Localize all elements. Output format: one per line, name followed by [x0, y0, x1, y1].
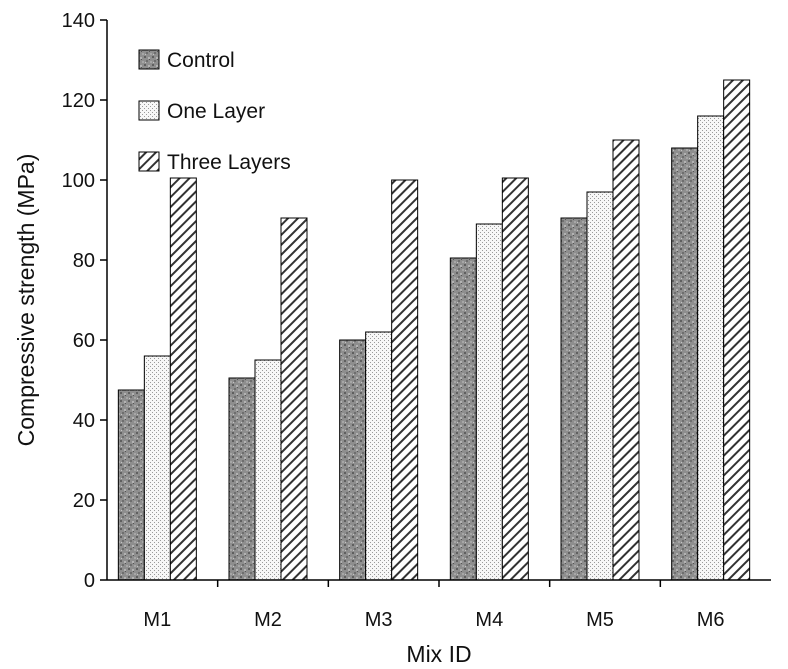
bar-control-m4 — [449, 257, 477, 581]
y-tick-label: 80 — [73, 250, 95, 272]
y-tick-label: 20 — [73, 490, 95, 512]
y-tick-labels: 0 20 40 60 80 100 120 140 — [62, 10, 107, 592]
y-tick-label: 0 — [84, 570, 95, 592]
bar-one-layer-m4 — [475, 223, 503, 581]
x-tick-label: M2 — [254, 609, 282, 631]
legend-swatch — [138, 151, 160, 172]
bar-three-layers-m1 — [169, 177, 197, 581]
bar-one-layer-m6 — [697, 115, 725, 581]
x-tick-label: M4 — [475, 609, 503, 631]
bar-three-layers-m5 — [612, 139, 640, 581]
bar-control-m3 — [339, 339, 367, 581]
legend-swatch — [138, 100, 160, 121]
legend-label: Control — [167, 49, 235, 72]
y-axis: 0 20 40 60 80 100 120 140 Compressive strength … — [13, 10, 108, 592]
bar-control-m6 — [671, 147, 699, 581]
legend-swatch — [138, 49, 160, 70]
plot-area — [117, 79, 751, 581]
x-tick-label: M5 — [586, 609, 614, 631]
legend-label: Three Layers — [167, 151, 291, 174]
bar-three-layers-m2 — [280, 217, 308, 581]
y-tick-label: 40 — [73, 410, 95, 432]
bar-one-layer-m2 — [254, 359, 282, 581]
x-axis: M1 M2 M3 M4 M5 M6 Mix ID — [107, 579, 771, 667]
y-tick-label: 140 — [62, 10, 95, 32]
x-tick-label: M3 — [365, 609, 393, 631]
bar-three-layers-m3 — [391, 179, 419, 581]
bar-one-layer-m3 — [365, 331, 393, 581]
y-tick-label: 100 — [62, 170, 95, 192]
bar-control-m5 — [560, 217, 588, 581]
y-axis-title: Compressive strength (MPa) — [13, 154, 39, 447]
x-tick-label: M6 — [697, 609, 725, 631]
bar-control-m2 — [228, 377, 256, 581]
bar-one-layer-m5 — [586, 191, 614, 581]
legend-label: One Layer — [167, 100, 265, 123]
y-tick-label: 120 — [62, 90, 95, 112]
x-tick-labels: M1 M2 M3 M4 M5 M6 — [143, 580, 725, 631]
legend: Control One Layer Three Layers — [138, 49, 291, 174]
bar-three-layers-m6 — [723, 79, 751, 581]
bar-three-layers-m4 — [501, 177, 529, 581]
y-tick-label: 60 — [73, 330, 95, 352]
x-tick-label: M1 — [143, 609, 171, 631]
bar-control-m1 — [117, 389, 145, 581]
x-axis-title: Mix ID — [406, 641, 471, 667]
bar-one-layer-m1 — [143, 355, 171, 581]
